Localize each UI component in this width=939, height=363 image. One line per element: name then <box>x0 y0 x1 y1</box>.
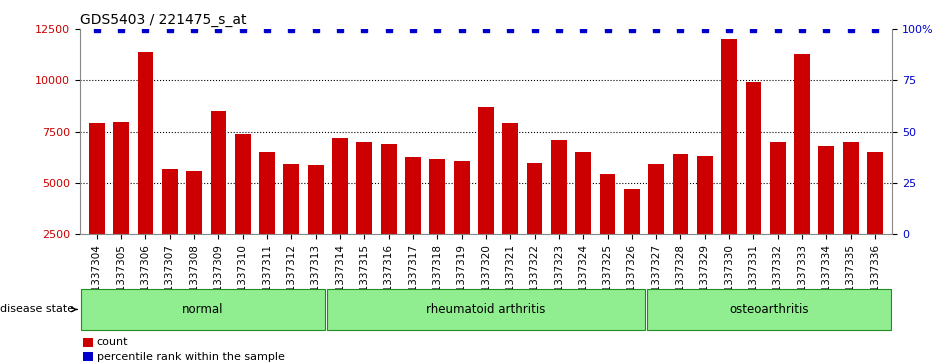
Bar <box>332 138 348 285</box>
Bar <box>527 163 543 285</box>
Bar <box>186 171 202 285</box>
Bar <box>502 123 518 285</box>
Bar <box>114 122 129 285</box>
Bar <box>327 289 645 330</box>
Bar <box>89 123 105 285</box>
Text: disease state: disease state <box>0 305 77 314</box>
Bar <box>308 166 324 285</box>
Bar <box>746 82 762 285</box>
Bar <box>697 156 713 285</box>
Bar <box>672 154 688 285</box>
Bar <box>794 54 810 285</box>
Bar <box>83 338 93 347</box>
Text: GDS5403 / 221475_s_at: GDS5403 / 221475_s_at <box>80 13 246 26</box>
Bar <box>162 168 177 285</box>
Bar <box>259 152 275 285</box>
Bar <box>867 152 883 285</box>
Bar <box>843 142 858 285</box>
Text: osteoarthritis: osteoarthritis <box>730 303 808 316</box>
Bar <box>648 164 664 285</box>
Bar <box>380 144 396 285</box>
Bar <box>454 161 470 285</box>
Bar <box>83 352 93 362</box>
Bar <box>478 107 494 285</box>
Bar <box>721 39 737 285</box>
Bar <box>551 140 567 285</box>
Bar <box>357 142 372 285</box>
Bar <box>647 289 891 330</box>
Bar <box>284 164 300 285</box>
Bar <box>210 111 226 285</box>
Bar <box>429 159 445 285</box>
Bar <box>235 134 251 285</box>
Text: percentile rank within the sample: percentile rank within the sample <box>97 352 285 362</box>
Bar <box>623 189 639 285</box>
Bar <box>576 152 592 285</box>
Bar <box>81 289 325 330</box>
Bar <box>770 142 786 285</box>
Bar <box>138 52 153 285</box>
Text: normal: normal <box>182 303 223 316</box>
Text: count: count <box>97 337 129 347</box>
Bar <box>405 157 421 285</box>
Bar <box>819 146 834 285</box>
Text: rheumatoid arthritis: rheumatoid arthritis <box>426 303 546 316</box>
Bar <box>600 174 615 285</box>
